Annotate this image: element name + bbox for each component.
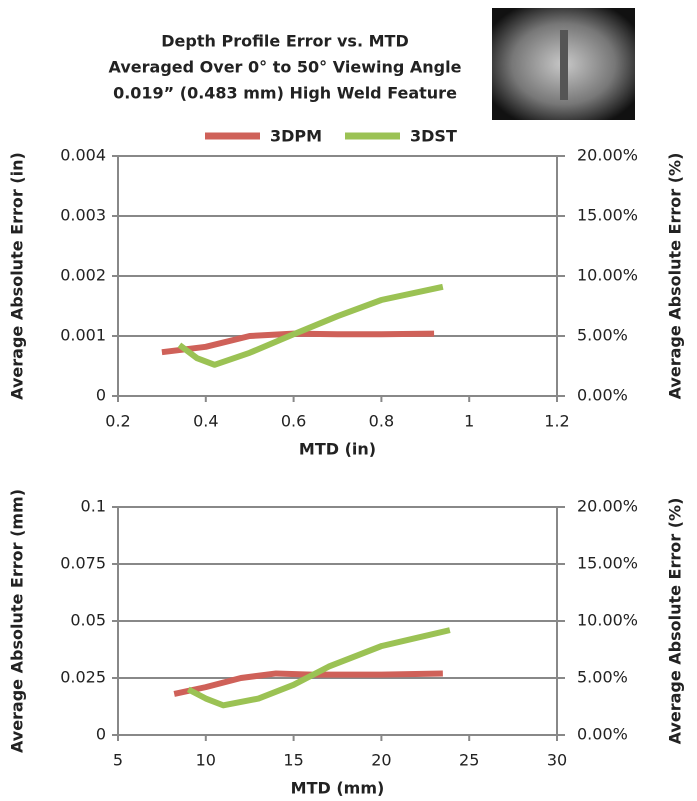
x-tick-label: 0.4 [193,412,218,431]
y2-tick-label: 10.00% [577,611,638,630]
chart-title: Depth Profile Error vs. MTD [161,32,408,51]
y-tick-label: 0.003 [60,206,106,225]
x-tick-label: 1.2 [544,412,569,431]
y-tick-label: 0 [96,725,106,744]
chart-title: Averaged Over 0° to 50° Viewing Angle [109,58,462,77]
x-tick-label: 20 [371,751,391,770]
x-tick-label: 0.8 [369,412,394,431]
x-tick-label: 1 [464,412,474,431]
legend-label: 3DPM [270,127,322,146]
x-tick-label: 10 [196,751,216,770]
y2-tick-label: 20.00% [577,497,638,516]
x-tick-label: 0.6 [281,412,306,431]
y-tick-label: 0.004 [60,146,106,165]
y2-tick-label: 15.00% [577,554,638,573]
x-tick-label: 5 [113,751,123,770]
series-line [177,283,444,368]
x-axis-label: MTD (mm) [291,779,385,798]
y2-axis-label: Average Absolute Error (%) [666,153,685,400]
y-tick-label: 0.075 [60,554,106,573]
y-tick-label: 0.001 [60,326,106,345]
x-tick-label: 0.2 [105,412,130,431]
y-axis-label: Average Absolute Error (mm) [8,489,27,753]
chart-title: 0.019” (0.483 mm) High Weld Feature [113,84,457,103]
y-tick-label: 0.05 [70,611,106,630]
y2-tick-label: 20.00% [577,146,638,165]
series-line [173,670,443,697]
y-axis-label: Average Absolute Error (in) [8,152,27,400]
y2-tick-label: 5.00% [577,668,628,687]
x-tick-label: 25 [459,751,479,770]
y2-axis-label: Average Absolute Error (%) [666,498,685,745]
y2-tick-label: 0.00% [577,725,628,744]
x-axis-label: MTD (in) [299,440,376,459]
x-tick-label: 30 [547,751,567,770]
legend-label: 3DST [410,127,457,146]
y2-tick-label: 5.00% [577,326,628,345]
thumbnail-detail [560,30,568,100]
x-tick-label: 15 [283,751,303,770]
y2-tick-label: 10.00% [577,266,638,285]
y2-tick-label: 15.00% [577,206,638,225]
y-tick-label: 0.002 [60,266,106,285]
y-tick-label: 0 [96,386,106,405]
y2-tick-label: 0.00% [577,386,628,405]
y-tick-label: 0.1 [81,497,106,516]
y-tick-label: 0.025 [60,668,106,687]
series-line [186,627,451,709]
